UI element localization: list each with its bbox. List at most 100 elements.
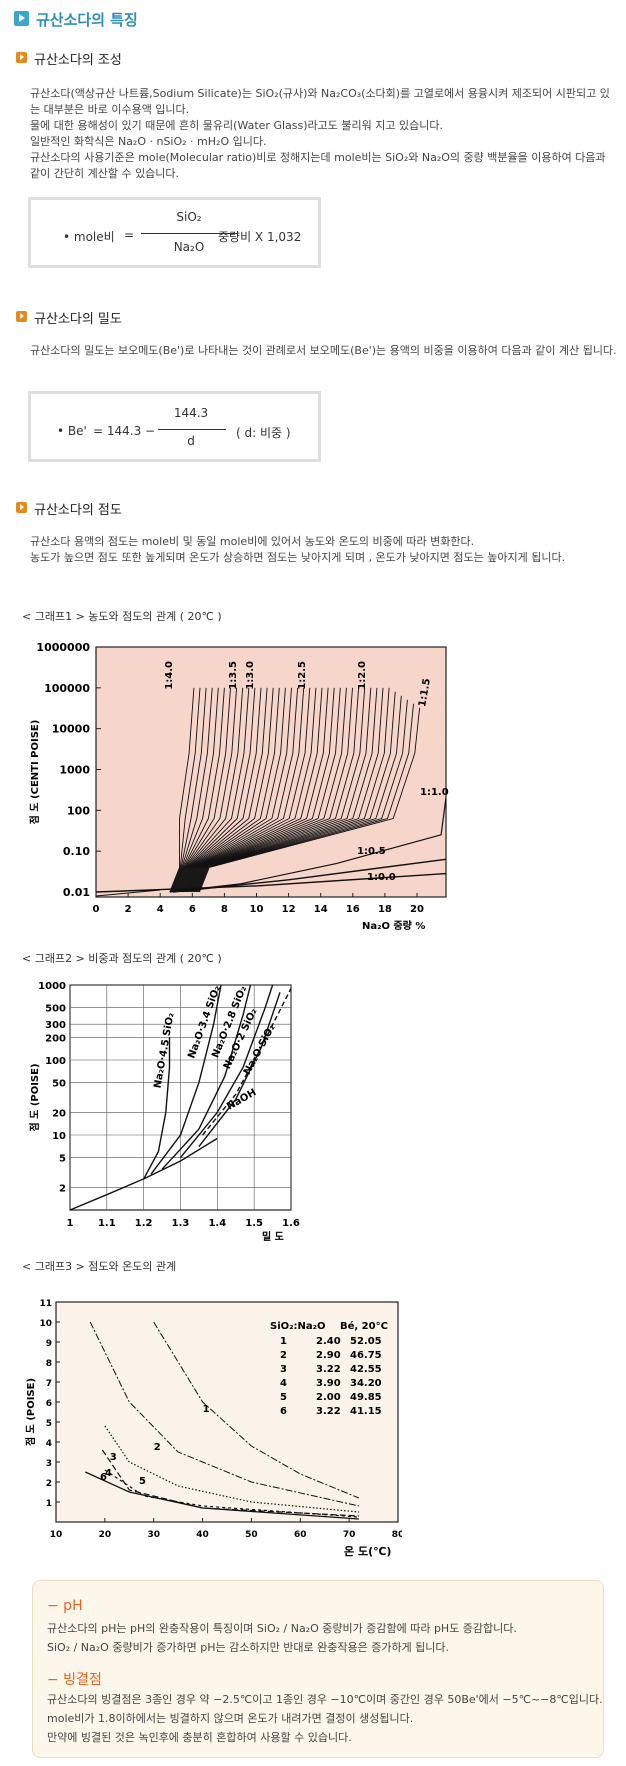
curve: [69, 1137, 218, 1211]
graph-1: 1000000 100000 10000 1000 100 0.10 0.010 2 4 6 8 10…: [29, 641, 449, 932]
x-tick-label: 1.3: [172, 1218, 190, 1229]
y-tick-label: 300: [45, 1020, 66, 1031]
curve: [199, 707, 421, 893]
y-tick-label: 10: [39, 1319, 52, 1329]
curve: [95, 889, 161, 897]
y-tick-label: 100000: [44, 682, 90, 695]
curve-label: 5: [139, 1476, 146, 1487]
x-tick-label: 1.4: [208, 1218, 226, 1229]
title-icon: [14, 11, 29, 26]
curve: [187, 687, 335, 893]
x-tick-label: 70: [343, 1530, 356, 1540]
graph-2: 1000 500 300 200 100 50 20 10 5 2 1 1.1 1.2 1.3 1.4 1.5…: [29, 981, 300, 1243]
note-heading: − pH: [47, 1598, 83, 1614]
note-heading: − 빙결점: [47, 1672, 102, 1688]
curve: [101, 1449, 359, 1517]
x-tick-label: 8: [221, 904, 228, 915]
paragraph: 물에 대한 용해성이 있기 때문에 흔히 물유리(Water Glass)라고도…: [30, 119, 443, 132]
note-line: 규산소다의 pH는 pH의 완충작용이 특징이며 SiO₂ / Na₂O 중량비…: [47, 1622, 517, 1635]
notes-box: − pH 규산소다의 pH는 pH의 완충작용이 특징이며 SiO₂ / Na₂…: [32, 1580, 604, 1758]
curve-label: 1:2.5: [297, 661, 308, 690]
curve: [179, 984, 274, 1159]
x-tick-label: 18: [378, 904, 392, 915]
curve: [183, 687, 299, 893]
curve: [177, 687, 256, 893]
table-cell: 52.05: [350, 1336, 382, 1347]
y-tick-label: 7: [46, 1379, 52, 1389]
curve: [202, 988, 292, 1136]
x-tick-label: 1.5: [245, 1218, 263, 1229]
formula-middle: = 144.3 −: [93, 424, 156, 438]
graph-caption: < 그래프1 > 농도와 점도의 관계 ( 20℃ ): [22, 610, 222, 623]
note-line: 만약에 빙결된 것은 녹인후에 충분히 혼합하여 사용할 수 있습니다.: [47, 1731, 352, 1744]
paragraph: 규산소다의 밀도는 보오메도(Be')로 나타내는 것이 관례로서 보오메도(B…: [30, 344, 617, 357]
curve-label: 2: [154, 1442, 161, 1453]
table-cell: 3.90: [316, 1378, 341, 1389]
x-axis-label: 밀 도: [262, 1231, 284, 1243]
curve: [193, 687, 378, 893]
curve: [179, 687, 274, 893]
paragraph: 규산소다의 사용기준은 mole(Molecular ratio)비로 정해지는…: [30, 151, 606, 180]
curve-label: 6: [100, 1472, 107, 1483]
y-tick-label: 3: [46, 1459, 52, 1469]
x-tick-label: 50: [245, 1530, 258, 1540]
y-tick-label: 1000000: [36, 641, 90, 654]
formula-denominator: d: [187, 434, 195, 448]
x-tick-label: 30: [147, 1530, 160, 1540]
section-icon: [16, 502, 27, 513]
curve: [179, 687, 268, 893]
y-tick-label: 8: [46, 1359, 52, 1369]
formula-equals: =: [124, 228, 135, 242]
y-axis-label: 점 도 (POISE): [25, 1378, 37, 1446]
y-tick-label: 5: [59, 1154, 66, 1165]
formula-box: • Be' = 144.3 − 144.3 d ( d: 비중 ): [28, 391, 321, 462]
x-tick-label: 16: [346, 904, 360, 915]
y-tick-label: 2: [46, 1479, 52, 1489]
y-tick-label: 5: [46, 1419, 52, 1429]
formula-lead: • mole비: [63, 230, 115, 244]
y-axis-label: 점 도 (POISE): [29, 1063, 41, 1131]
formula-tail: ( d: 비중 ): [236, 426, 291, 440]
curve: [187, 687, 329, 893]
graph-caption: < 그래프3 > 점도와 온도의 관계: [22, 1260, 177, 1273]
y-tick-label: 1000: [59, 764, 90, 777]
table-header: SiO₂:Na₂O: [270, 1321, 326, 1332]
curve-label: 1:4.0: [164, 661, 175, 690]
x-tick-label: 20: [410, 904, 424, 915]
x-tick-label: 0: [93, 904, 100, 915]
table-cell: 2: [280, 1350, 287, 1361]
y-tick-label: 11: [39, 1299, 52, 1309]
curve-label: 1:1.0: [420, 787, 449, 798]
curve-label: 1:3.0: [245, 661, 256, 690]
formula-lead: • Be': [57, 424, 87, 438]
curve: [174, 687, 231, 893]
y-tick-label: 100: [45, 1056, 66, 1067]
x-axis-label: Na₂O 중량 %: [362, 920, 425, 932]
curve: [189, 687, 347, 893]
curve: [178, 687, 262, 893]
y-tick-label: 500: [45, 1004, 66, 1015]
section-icon: [16, 311, 27, 322]
y-tick-label: 20: [52, 1108, 66, 1119]
y-tick-label: 10000: [52, 723, 91, 736]
curve: [153, 1321, 360, 1499]
table-cell: 3: [280, 1364, 287, 1375]
curve: [190, 687, 353, 893]
y-tick-label: 0.10: [63, 845, 90, 858]
curve: [171, 687, 213, 893]
table-cell: 6: [280, 1406, 287, 1417]
paragraphs: 규산소다 용액의 점도는 mole비 및 동일 mole비에 있어서 농도와 온…: [30, 534, 618, 566]
table-cell: 41.15: [350, 1406, 382, 1417]
curve-label: 1:0.0: [367, 872, 396, 883]
x-tick-label: 80: [392, 1530, 402, 1540]
curve: [172, 687, 219, 893]
x-tick-label: 1.1: [98, 1218, 116, 1229]
y-tick-label: 4: [46, 1439, 52, 1449]
table-cell: 2.00: [316, 1392, 341, 1403]
curve: [181, 687, 286, 893]
table-cell: 2.90: [316, 1350, 341, 1361]
note-line: mole비가 1.8이하에서는 빙결하지 않으며 온도가 내려가면 결정이 생성…: [47, 1712, 414, 1725]
table-cell: 5: [280, 1392, 287, 1403]
curve: [191, 687, 366, 893]
curve: [175, 687, 244, 893]
